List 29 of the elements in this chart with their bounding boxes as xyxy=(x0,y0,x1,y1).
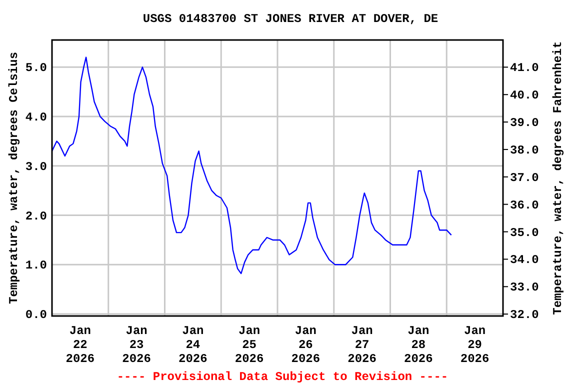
y2-tick-label: 38.0 xyxy=(510,143,539,158)
line-series xyxy=(51,56,452,274)
x-tick-label: Jan 23 2026 xyxy=(122,324,151,366)
y2-tick-label: 33.0 xyxy=(510,280,539,295)
x-tick-label: Jan 28 2026 xyxy=(404,324,433,366)
y2-tick-label: 35.0 xyxy=(510,226,539,240)
y2-tick-label: 41.0 xyxy=(510,61,539,76)
y-tick-label: 4.0 xyxy=(25,110,47,125)
x-tick-label: Jan 25 2026 xyxy=(234,324,264,366)
text: ---- Provisional Data Subject to Revision ---- xyxy=(116,370,448,384)
x-tick-label: Jan 26 2026 xyxy=(291,324,320,366)
y-tick-label: 1.0 xyxy=(25,258,47,273)
y-tick-label: 3.0 xyxy=(25,160,47,174)
x-tick-label: Jan 27 2026 xyxy=(348,324,376,366)
x-tick-label: Jan 22 2026 xyxy=(66,324,95,366)
y-tick-label: 2.0 xyxy=(25,209,47,224)
y2-tick-label: 40.0 xyxy=(510,88,539,103)
y2-tick-label: 32.0 xyxy=(510,308,539,322)
y2-tick-label: 37.0 xyxy=(510,170,539,185)
y-tick-label: 5.0 xyxy=(25,61,47,76)
y2-tick-label: 39.0 xyxy=(510,116,539,130)
chart-title: USGS 01483700 ST JONES RIVER AT DOVER, DE xyxy=(142,12,438,26)
y2-tick-label: 36.0 xyxy=(510,198,539,212)
y-axis-title: Temperature, water, degrees Celsius xyxy=(7,52,21,304)
y2-tick-label: 34.0 xyxy=(510,253,539,268)
y2-axis-title: Temperature, water, degrees Fahrenheit xyxy=(551,41,565,315)
x-tick-label: Jan 24 2026 xyxy=(178,324,208,366)
y-tick-label: 0.0 xyxy=(25,308,47,322)
x-tick-label: Jan 29 2026 xyxy=(460,324,490,366)
